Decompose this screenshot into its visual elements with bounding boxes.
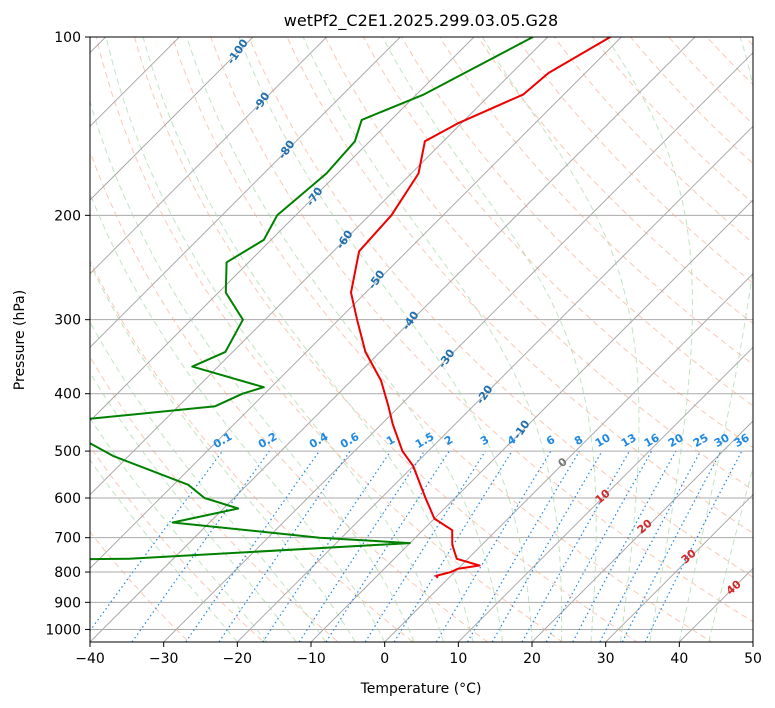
mixing-ratio-line xyxy=(466,450,580,642)
y-tick-label: 600 xyxy=(54,491,81,507)
mixing-ratio-line xyxy=(599,450,702,642)
moist-adiabat xyxy=(381,37,597,642)
isotherm xyxy=(310,199,753,642)
plot-area: -100-90-80-70-60-50-40-30-20-100.1 0.2 0.4… xyxy=(90,37,753,642)
isotherm xyxy=(90,37,696,642)
moist-adiabat xyxy=(238,37,533,642)
mixing-ratio-line xyxy=(262,450,392,642)
x-tick-label: 30 xyxy=(597,651,615,667)
isotherm xyxy=(90,37,401,349)
pressure-gridlines xyxy=(90,37,753,630)
isotherms xyxy=(90,37,753,642)
dry-adiabat xyxy=(95,37,564,642)
mixing-ratio-line xyxy=(185,450,320,642)
dry-adiabat xyxy=(286,37,753,534)
dewpoint-line xyxy=(90,37,534,561)
sounding-series xyxy=(90,37,611,579)
moist-adiabat xyxy=(678,37,753,642)
x-tick-label: −10 xyxy=(296,651,326,667)
y-tick-label: 800 xyxy=(54,565,81,581)
isotherm xyxy=(90,37,622,570)
dry-adiabat xyxy=(439,37,753,365)
x-tick-label: 40 xyxy=(670,651,688,667)
axes: −40 −30 −20 −10 0 10 20 30 40 50 1000 900 800 700 600 5… xyxy=(45,30,762,667)
y-tick-label: 400 xyxy=(54,387,81,403)
dry-adiabat xyxy=(133,37,638,642)
moist-adiabat xyxy=(90,262,356,642)
mixing-ratio-line xyxy=(364,450,486,642)
mixing-ratio-line xyxy=(131,450,270,642)
y-tick-label: 700 xyxy=(54,531,81,547)
moist-adiabat xyxy=(708,465,753,642)
dry-adiabat xyxy=(477,37,753,325)
moist-adiabat xyxy=(90,192,386,642)
moist-adiabat xyxy=(142,37,474,642)
dry-adiabat xyxy=(210,37,753,623)
x-tick-label: 10 xyxy=(449,651,467,667)
isotherm xyxy=(90,37,254,201)
y-axis-label: Pressure (hPa) xyxy=(12,290,28,390)
moist-adiabat xyxy=(186,37,503,642)
moist-adiabat xyxy=(90,99,415,642)
isotherm xyxy=(90,37,549,496)
isotherm xyxy=(384,272,753,642)
mixing-ratio-line xyxy=(393,450,513,642)
x-tick-label: 20 xyxy=(523,651,541,667)
isotherm xyxy=(90,37,328,275)
plot-frame xyxy=(89,36,754,643)
y-tick-label: 100 xyxy=(54,30,81,46)
moist-adiabat xyxy=(105,37,445,642)
x-tick-label: 0 xyxy=(380,651,389,667)
x-tick-label: −40 xyxy=(75,651,105,667)
dry-adiabat xyxy=(90,259,414,642)
dry-adiabat xyxy=(90,531,190,642)
mixing-ratio-line xyxy=(435,450,552,642)
mixing-ratio-line xyxy=(325,450,450,642)
isotherm xyxy=(605,493,753,642)
mixing-ratio-lines xyxy=(90,450,743,642)
isotherm xyxy=(90,37,475,422)
mixing-ratio-line xyxy=(218,450,351,642)
isotherm xyxy=(236,125,753,642)
dry-adiabat xyxy=(90,445,265,642)
mixing-ratio-line xyxy=(572,450,677,642)
dry-adiabat xyxy=(248,37,753,578)
x-tick-label: −30 xyxy=(149,651,179,667)
chart-title: wetPf2_C2E1.2025.299.03.05.G28 xyxy=(284,11,558,31)
temperature-line xyxy=(350,37,611,579)
dry-adiabat xyxy=(172,37,713,642)
isotherm xyxy=(163,51,753,642)
x-axis-label: Temperature (°C) xyxy=(360,681,482,697)
moist-adiabats xyxy=(90,37,753,642)
dry-adiabat xyxy=(90,356,340,642)
y-tick-label: 900 xyxy=(54,595,81,611)
moist-adiabat xyxy=(481,37,640,642)
moist-adiabat xyxy=(90,417,268,642)
isotherm xyxy=(457,346,753,642)
y-tick-label: 300 xyxy=(54,313,81,329)
moist-adiabat xyxy=(90,371,297,642)
x-tick-label: 50 xyxy=(744,651,762,667)
moist-adiabat xyxy=(606,37,693,642)
x-tick-label: −20 xyxy=(223,651,253,667)
dry-adiabat xyxy=(401,37,753,407)
y-tick-label: 500 xyxy=(54,444,81,460)
isotherm xyxy=(531,420,753,642)
y-tick-label: 1000 xyxy=(45,622,81,638)
moist-adiabat xyxy=(90,459,238,642)
moist-adiabat xyxy=(302,37,563,642)
y-tick-label: 200 xyxy=(54,208,81,224)
mixing-ratio-line xyxy=(298,450,425,642)
